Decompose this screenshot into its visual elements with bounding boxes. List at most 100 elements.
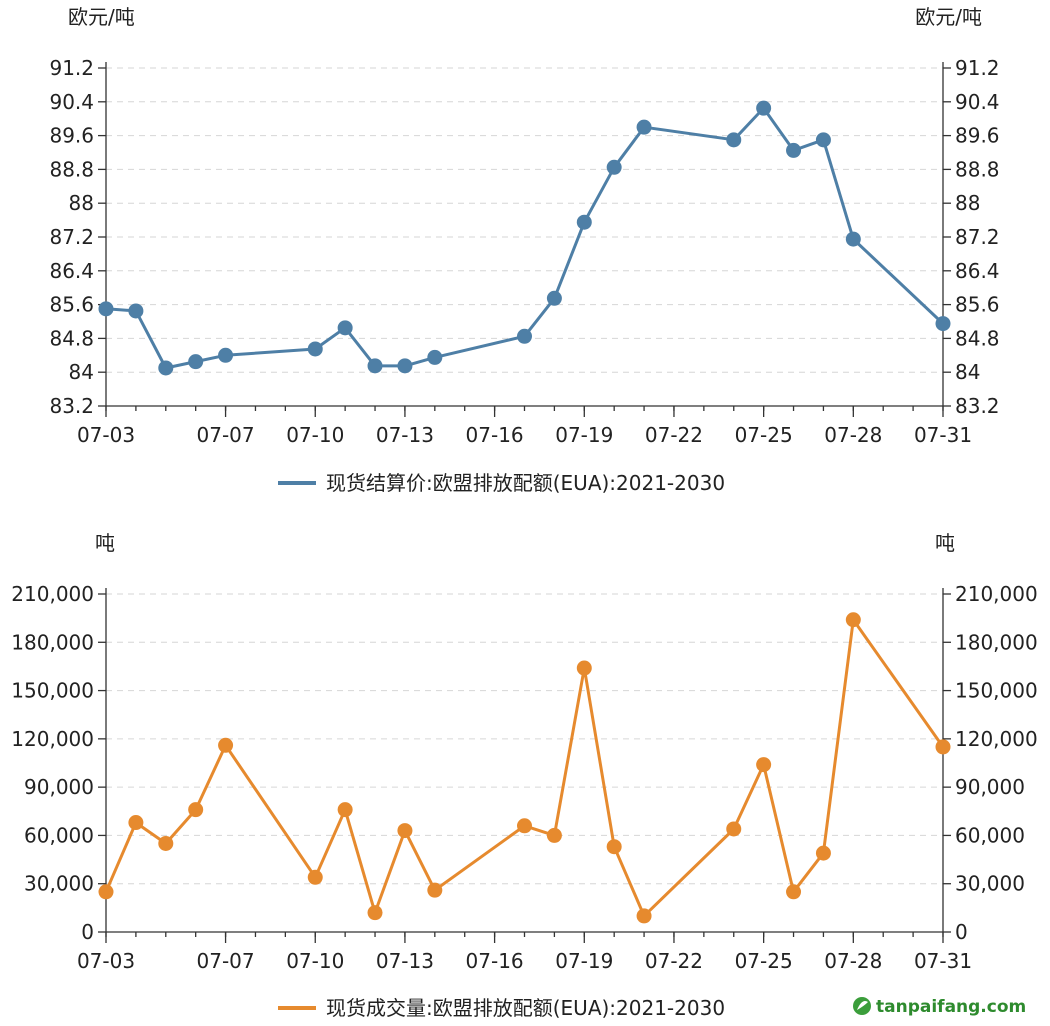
y-tick-label-left: 91.2 <box>49 56 94 80</box>
data-point[interactable] <box>576 660 592 676</box>
data-point[interactable] <box>307 341 323 357</box>
data-point[interactable] <box>546 827 562 843</box>
data-point[interactable] <box>517 818 532 834</box>
x-tick-label: 07-10 <box>286 949 344 973</box>
data-point[interactable] <box>576 214 592 230</box>
data-point[interactable] <box>218 347 234 363</box>
x-tick-label: 07-25 <box>735 949 793 973</box>
data-point[interactable] <box>845 612 861 628</box>
y-tick-label-right: 91.2 <box>955 56 1000 80</box>
left-unit-label: 吨 <box>95 531 115 555</box>
left-unit-label: 欧元/吨 <box>68 5 135 29</box>
y-tick-label-right: 88 <box>955 191 980 215</box>
data-point[interactable] <box>427 349 443 365</box>
legend: 现货结算价:欧盟排放配额(EUA):2021-2030 <box>278 471 725 495</box>
y-tick-label-left: 84 <box>69 360 94 384</box>
y-tick-label-left: 180,000 <box>11 630 94 654</box>
data-point[interactable] <box>935 739 951 755</box>
data-point[interactable] <box>636 908 652 924</box>
y-tick-label-right: 85.6 <box>955 293 1000 317</box>
y-tick-label-right: 0 <box>955 920 968 944</box>
data-point[interactable] <box>128 815 144 831</box>
y-tick-label-right: 87.2 <box>955 225 1000 249</box>
watermark-text: tanpaifang.com <box>876 997 1026 1017</box>
data-point[interactable] <box>845 231 861 247</box>
data-point[interactable] <box>158 360 174 376</box>
right-unit-label: 欧元/吨 <box>915 5 982 29</box>
x-tick-label: 07-07 <box>197 949 255 973</box>
watermark: tanpaifang.com <box>853 997 1026 1017</box>
volume-chart: 吨 吨 0 0 30,000 30,000 60,000 60,000 90,000 90,0… <box>11 531 1037 1020</box>
x-tick-label: 07-10 <box>286 423 344 447</box>
data-point[interactable] <box>128 303 144 319</box>
y-tick-label-right: 180,000 <box>955 630 1038 654</box>
x-tick-label: 07-31 <box>914 423 972 447</box>
data-point[interactable] <box>546 290 562 306</box>
data-point[interactable] <box>606 839 622 855</box>
y-tick-label-right: 120,000 <box>955 727 1038 751</box>
data-point[interactable] <box>188 802 204 818</box>
data-point[interactable] <box>815 132 831 148</box>
data-point[interactable] <box>427 882 443 898</box>
series-line <box>104 618 945 918</box>
y-tick-label-left: 88 <box>69 191 94 215</box>
data-point[interactable] <box>726 821 742 837</box>
x-tick-label: 07-25 <box>735 423 793 447</box>
x-tick-label: 07-07 <box>197 423 255 447</box>
data-point[interactable] <box>815 845 831 861</box>
x-tick-label: 07-28 <box>824 423 882 447</box>
y-tick-label-left: 86.4 <box>49 259 94 283</box>
data-point[interactable] <box>307 869 323 885</box>
data-point[interactable] <box>367 905 383 921</box>
y-tick-label-left: 120,000 <box>11 727 94 751</box>
data-point[interactable] <box>337 802 353 818</box>
legend-label: 现货结算价:欧盟排放配额(EUA):2021-2030 <box>326 471 725 495</box>
legend: 现货成交量:欧盟排放配额(EUA):2021-2030 <box>278 996 725 1020</box>
y-tick-label-left: 90.4 <box>49 90 94 114</box>
data-point[interactable] <box>935 316 951 332</box>
y-tick-label-left: 87.2 <box>49 225 94 249</box>
data-point[interactable] <box>397 358 413 374</box>
data-point[interactable] <box>367 358 383 374</box>
x-tick-label: 07-16 <box>466 423 524 447</box>
y-tick-label-left: 210,000 <box>11 582 94 606</box>
data-point[interactable] <box>218 737 234 753</box>
data-point[interactable] <box>517 328 532 344</box>
data-point[interactable] <box>98 301 114 317</box>
y-tick-label-right: 88.8 <box>955 157 1000 181</box>
data-point[interactable] <box>98 884 114 900</box>
y-tick-label-right: 60,000 <box>955 823 1025 847</box>
data-point[interactable] <box>636 119 652 135</box>
data-point[interactable] <box>786 884 802 900</box>
data-point[interactable] <box>756 100 772 116</box>
data-point[interactable] <box>756 757 772 773</box>
x-tick-label: 07-31 <box>914 949 972 973</box>
data-point[interactable] <box>188 354 204 370</box>
y-tick-label-left: 150,000 <box>11 679 94 703</box>
y-tick-label-left: 60,000 <box>24 823 94 847</box>
data-point[interactable] <box>606 159 622 175</box>
right-unit-label: 吨 <box>935 531 955 555</box>
y-tick-label-right: 150,000 <box>955 679 1038 703</box>
y-tick-label-left: 88.8 <box>49 157 94 181</box>
y-tick-label-left: 84.8 <box>49 326 94 350</box>
data-point[interactable] <box>786 142 802 158</box>
y-tick-label-left: 90,000 <box>24 775 94 799</box>
y-tick-label-left: 0 <box>81 920 94 944</box>
y-tick-label-right: 84 <box>955 360 980 384</box>
data-point[interactable] <box>726 132 742 148</box>
legend-label: 现货成交量:欧盟排放配额(EUA):2021-2030 <box>326 996 725 1020</box>
data-point[interactable] <box>397 823 413 839</box>
data-point[interactable] <box>337 320 353 336</box>
y-tick-label-left: 83.2 <box>49 394 94 418</box>
y-tick-label-right: 83.2 <box>955 394 1000 418</box>
x-tick-label: 07-03 <box>77 949 135 973</box>
x-tick-label: 07-28 <box>824 949 882 973</box>
leaf-icon <box>857 1001 868 1010</box>
y-tick-label-left: 89.6 <box>49 124 94 148</box>
y-tick-label-right: 30,000 <box>955 872 1025 896</box>
x-tick-label: 07-03 <box>77 423 135 447</box>
data-point[interactable] <box>158 835 174 851</box>
y-tick-label-left: 85.6 <box>49 293 94 317</box>
